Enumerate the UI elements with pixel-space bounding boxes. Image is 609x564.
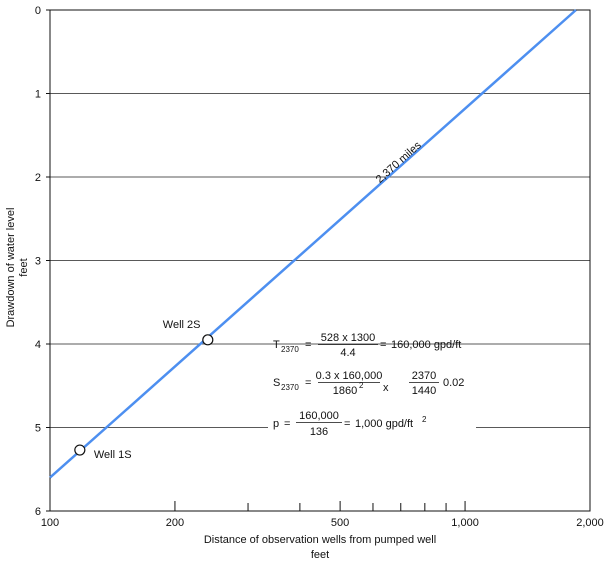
p-lhs: p <box>273 418 279 430</box>
x-axis-unit: feet <box>311 549 329 561</box>
s-denominator-1: 1860 <box>333 385 357 397</box>
s-numerator-2: 2370 <box>412 370 436 382</box>
s-numerator-1: 0.3 x 160,000 <box>316 370 383 382</box>
storage-equation: S 2370 = 0.3 x 160,000 1860 2 x 2370 144… <box>273 370 464 397</box>
y-tick-label: 4 <box>35 339 41 351</box>
leakance-equation: p = 160,000 136 = 1,000 gpd/ft 2 <box>273 410 427 438</box>
s-denominator-2: 1440 <box>412 385 436 397</box>
well-label: Well 2S <box>163 319 201 331</box>
x-tick-label: 2,000 <box>576 517 604 529</box>
p-result: 1,000 gpd/ft <box>355 418 413 430</box>
x-tick-label: 200 <box>166 517 184 529</box>
p-denominator: 136 <box>310 426 328 438</box>
s-times: x <box>383 382 389 394</box>
transmissivity-equation: T 2370 = 528 x 1300 4.4 = 160,000 gpd/ft <box>273 332 461 359</box>
y-axis-title: Drawdown of water level <box>5 208 17 328</box>
t-denominator: 4.4 <box>340 347 355 359</box>
p-equation-backing <box>268 408 476 438</box>
t-equals-1: = <box>305 339 311 351</box>
data-points: Well 1S Well 2S <box>74 319 214 461</box>
y-tick-label: 0 <box>35 5 41 17</box>
t-lhs: T <box>273 339 280 351</box>
p-numerator: 160,000 <box>299 410 339 422</box>
well-marker <box>202 334 214 346</box>
t-subscript: 2370 <box>281 345 299 354</box>
s-denominator-1-sup: 2 <box>359 381 364 390</box>
x-tick-label: 100 <box>41 517 59 529</box>
y-tick-label: 3 <box>35 256 41 268</box>
p-equals-2: = <box>344 418 350 430</box>
y-axis-unit: feet <box>18 258 30 276</box>
fit-line <box>49 9 577 479</box>
s-lhs: S <box>273 377 280 389</box>
t-equals-2: = <box>380 339 386 351</box>
well-marker <box>74 444 86 456</box>
s-result: 0.02 <box>443 377 464 389</box>
line-label: 2,370 miles <box>374 139 424 186</box>
t-numerator: 528 x 1300 <box>321 332 375 344</box>
well-label: Well 1S <box>94 449 132 461</box>
t-result: 160,000 gpd/ft <box>391 339 461 351</box>
x-tick-label: 500 <box>331 517 349 529</box>
y-tick-label: 2 <box>35 172 41 184</box>
s-equals: = <box>305 377 311 389</box>
s-subscript: 2370 <box>281 383 299 392</box>
x-tick-label: 1,000 <box>451 517 479 529</box>
y-tick-label: 5 <box>35 423 41 435</box>
p-result-sup: 2 <box>422 415 427 424</box>
y-tick-label: 6 <box>35 506 41 518</box>
p-equals-1: = <box>284 418 290 430</box>
x-axis-title: Distance of observation wells from pumpe… <box>204 534 436 546</box>
y-tick-label: 1 <box>35 89 41 101</box>
